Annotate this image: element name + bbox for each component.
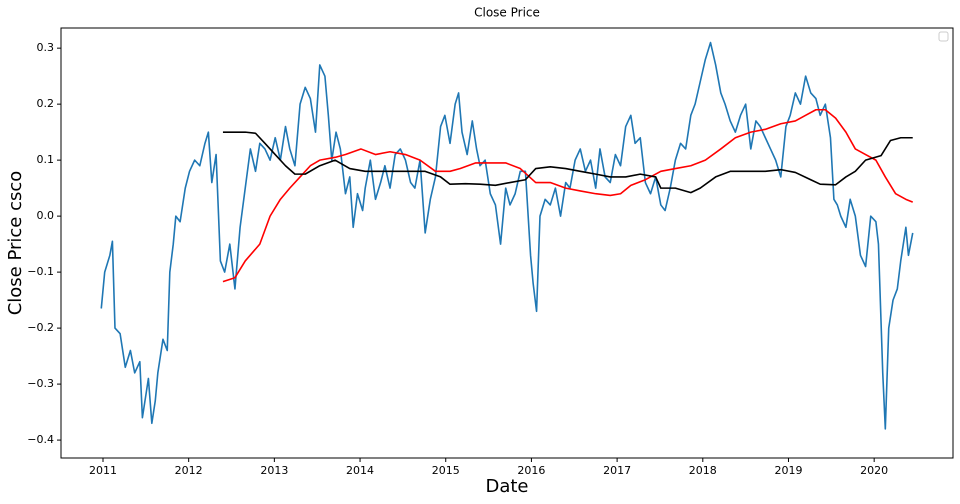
x-tick-label: 2020 (860, 464, 888, 477)
y-tick-label: 0.2 (37, 97, 55, 110)
x-tick-label: 2014 (346, 464, 374, 477)
y-tick-label: 0.0 (37, 209, 55, 222)
line-series (222, 131, 913, 194)
legend-box (938, 31, 949, 42)
line-series (100, 41, 914, 430)
x-tick-label: 2018 (689, 464, 717, 477)
x-tick-label: 2016 (517, 464, 545, 477)
x-tick-label: 2013 (260, 464, 288, 477)
line-series (222, 108, 914, 283)
x-tick-label: 2019 (774, 464, 802, 477)
x-tick-label: 2015 (432, 464, 460, 477)
y-tick-label: −0.4 (27, 433, 54, 446)
y-tick-label: 0.3 (37, 41, 55, 54)
y-axis-label: Close Price csco (5, 171, 26, 316)
y-tick-label: 0.1 (37, 153, 55, 166)
x-axis-label: Date (485, 476, 528, 497)
chart-title: Close Price (474, 6, 540, 20)
x-tick-label: 2017 (603, 464, 631, 477)
x-tick-label: 2011 (89, 464, 117, 477)
y-tick-label: −0.3 (27, 377, 54, 390)
plot-frame (60, 27, 954, 459)
y-tick-label: −0.2 (27, 321, 54, 334)
x-tick-label: 2012 (175, 464, 203, 477)
y-tick-label: −0.1 (27, 265, 54, 278)
